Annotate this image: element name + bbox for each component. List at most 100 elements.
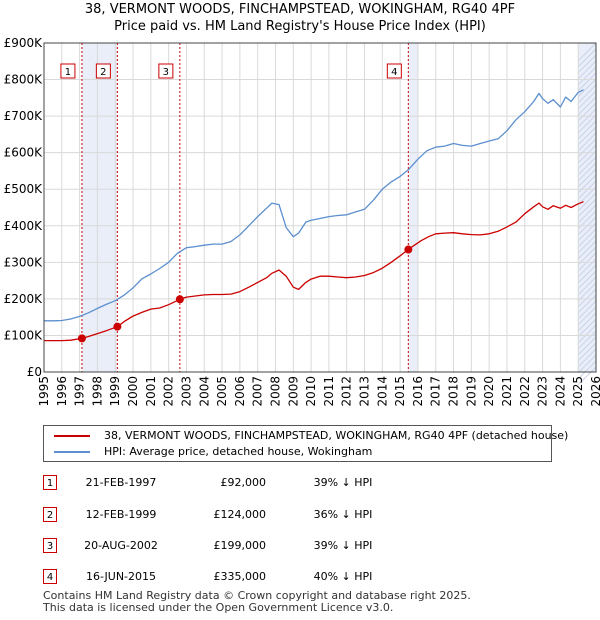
sale-row: 2 12-FEB-1999 £124,000 36% ↓ HPI — [43, 505, 463, 525]
hatch-line — [577, 180, 597, 200]
sale-hpi-diff: 39% ↓ HPI — [313, 476, 373, 489]
hatch-line — [577, 330, 597, 350]
sale-label-box: 3 — [158, 63, 174, 79]
sale-point — [175, 295, 184, 304]
x-tick-label: 2021 — [500, 376, 514, 407]
hatch-line — [577, 66, 597, 86]
chart-title-line2: Price paid vs. HM Land Registry's House … — [114, 19, 486, 34]
x-tick-label: 2022 — [518, 376, 532, 407]
y-tick-label: £200K — [4, 292, 44, 306]
sale-label-rect — [158, 63, 174, 79]
sale-date: 20-AUG-2002 — [84, 539, 158, 552]
x-tick-label: 2012 — [340, 376, 354, 407]
y-tick-label: £600K — [4, 146, 44, 160]
shaded-span — [408, 43, 418, 372]
hatch-line — [577, 90, 597, 110]
sale-label-rect — [60, 63, 76, 79]
sale-price: £335,000 — [213, 570, 267, 583]
hatch-line — [577, 168, 597, 188]
hatch-line — [577, 288, 597, 308]
sale-point — [113, 322, 122, 331]
footer-copyright: Contains HM Land Registry data © Crown c… — [43, 589, 471, 602]
sale-price: £124,000 — [213, 508, 267, 521]
hatch-line — [577, 186, 597, 206]
x-tick-label: 2015 — [393, 376, 407, 407]
x-tick-label: 2002 — [162, 376, 176, 407]
hatch-line — [577, 96, 597, 116]
sale-label-box: 4 — [386, 63, 402, 79]
sale-number-badge: 1 — [43, 475, 57, 490]
hatch-line — [577, 126, 597, 146]
sale-price: £92,000 — [220, 476, 267, 489]
hatch-line — [577, 294, 597, 314]
hatch-line — [577, 312, 597, 332]
sale-hpi-diff: 40% ↓ HPI — [313, 570, 373, 583]
sale-hpi-diff: 39% ↓ HPI — [313, 539, 373, 552]
x-tick-label: 2007 — [251, 376, 265, 407]
legend: 38, VERMONT WOODS, FINCHAMPSTEAD, WOKING… — [43, 425, 568, 462]
hatch-line — [577, 264, 597, 284]
x-tick-label: 2004 — [197, 376, 211, 407]
hatch-line — [577, 156, 597, 176]
x-tick-label: 2011 — [322, 376, 336, 407]
y-tick-label: £500K — [4, 182, 44, 196]
x-tick-label: 2003 — [179, 376, 193, 407]
sale-number-badge: 2 — [43, 507, 57, 522]
hatch-line — [577, 48, 597, 68]
x-tick-label: 2020 — [482, 376, 496, 407]
x-tick-label: 2005 — [215, 376, 229, 407]
series-line — [44, 89, 584, 322]
footer: Contains HM Land Registry data © Crown c… — [43, 590, 471, 614]
hatch-line — [577, 78, 597, 98]
hatch-line — [577, 144, 597, 164]
hatch-line — [577, 306, 597, 326]
x-tick-label: 2000 — [126, 376, 140, 407]
sale-label-box: 2 — [95, 63, 111, 79]
hatch-line — [577, 150, 597, 170]
hatch-line — [577, 132, 597, 152]
y-tick-label: £0 — [27, 365, 42, 379]
legend-swatch-red — [54, 435, 90, 437]
price-chart: 1 2 3 4 £0 £100K £200K £300K £400K £500K £600K £700… — [4, 36, 600, 407]
x-tick-label: 2006 — [233, 376, 247, 407]
hatch-line — [577, 270, 597, 290]
plot-border — [43, 42, 597, 373]
x-tick-label: 2009 — [286, 376, 300, 407]
hatch-line — [577, 138, 597, 158]
x-tick-label: 1999 — [108, 376, 122, 407]
sale-date: 12-FEB-1999 — [85, 508, 157, 521]
sale-label-rect — [386, 63, 402, 79]
hatch-line — [577, 60, 597, 80]
hatch-line — [577, 42, 597, 62]
sale-number-badge: 4 — [43, 569, 57, 584]
hatch-line — [577, 300, 597, 320]
y-tick-label: £700K — [4, 109, 44, 123]
hatch-line — [577, 72, 597, 92]
sale-label-text: 2 — [100, 67, 106, 78]
hatch-line — [577, 240, 597, 260]
sale-point — [77, 334, 86, 343]
hatch-line — [577, 234, 597, 254]
hatch-line — [577, 276, 597, 296]
hatch-line — [577, 114, 597, 134]
hatch-line — [577, 54, 597, 74]
sale-label-text: 1 — [65, 67, 71, 78]
sale-point — [404, 245, 413, 254]
y-tick-label: £100K — [4, 328, 44, 342]
hatch-line — [577, 120, 597, 140]
legend-swatch-blue — [54, 451, 90, 453]
hatch-line — [577, 192, 597, 212]
hatch-line — [577, 360, 597, 380]
x-tick-label: 2025 — [571, 376, 585, 407]
x-tick-label: 2014 — [375, 376, 389, 407]
x-tick-label: 2008 — [268, 376, 282, 407]
sale-price: £199,000 — [213, 539, 267, 552]
sale-label-text: 4 — [391, 67, 397, 78]
sale-label-box: 1 — [60, 63, 76, 79]
x-tick-label: 1998 — [90, 376, 104, 407]
x-tick-label: 2018 — [447, 376, 461, 407]
hatch-line — [577, 198, 597, 218]
y-tick-label: £300K — [4, 255, 44, 269]
hatch-line — [577, 108, 597, 128]
hatch-line — [577, 102, 597, 122]
